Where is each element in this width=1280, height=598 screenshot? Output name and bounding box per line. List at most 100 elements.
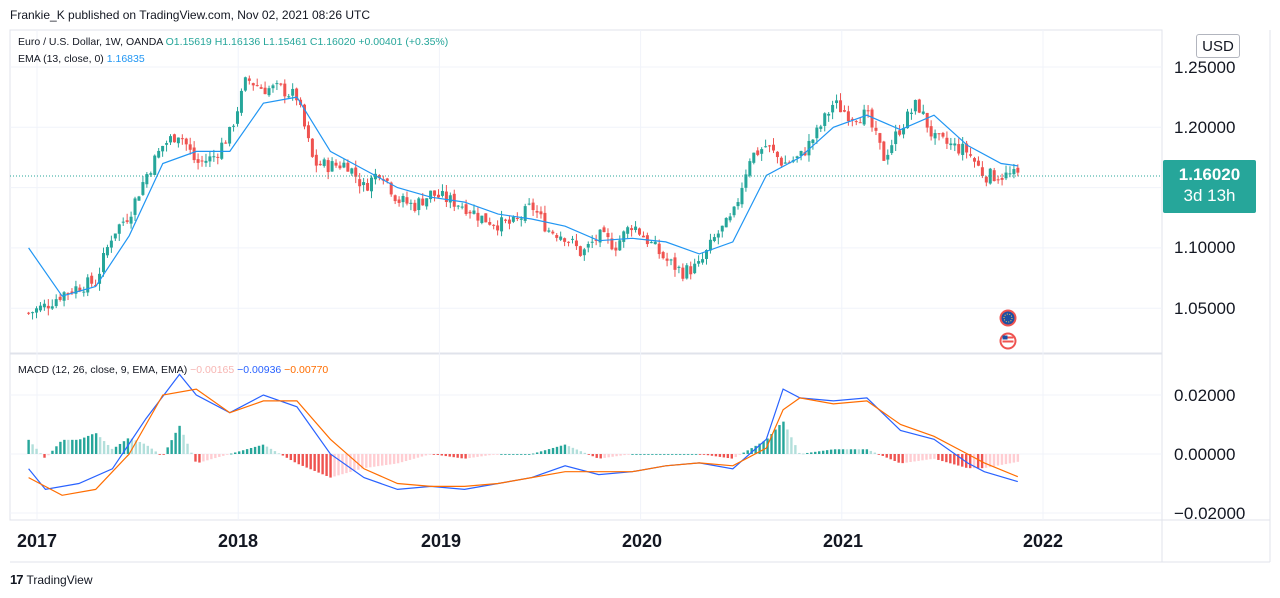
ohlc-low: L1.15461 bbox=[263, 36, 307, 48]
candle-body bbox=[117, 224, 121, 234]
macd-histogram-bar bbox=[31, 444, 34, 454]
candle-body bbox=[251, 83, 255, 86]
macd-tick: 0.02000 bbox=[1174, 386, 1235, 405]
candle-body bbox=[302, 104, 306, 127]
macd-histogram-bar bbox=[297, 454, 300, 465]
candle-body bbox=[795, 156, 799, 159]
event-marker-us[interactable] bbox=[999, 332, 1017, 350]
macd-histogram-bar bbox=[39, 453, 42, 455]
candle-body bbox=[626, 227, 630, 234]
time-axis[interactable]: 2017 2018 2019 2020 2021 2022 bbox=[17, 531, 1063, 551]
symbol-legend[interactable]: Euro / U.S. Dollar, 1W, OANDA O1.15619 H… bbox=[18, 36, 448, 48]
macd-legend[interactable]: MACD (12, 26, close, 9, EMA, EMA) −0.001… bbox=[18, 364, 328, 376]
candle-body bbox=[578, 246, 582, 256]
candle-body bbox=[961, 143, 965, 155]
macd-histogram-bar bbox=[440, 454, 443, 456]
candle-body bbox=[338, 165, 342, 169]
macd-histogram-bar bbox=[825, 450, 829, 454]
macd-histogram-bar bbox=[782, 421, 785, 454]
macd-histogram-bar bbox=[647, 454, 650, 455]
macd-histogram-bar bbox=[702, 454, 706, 455]
candle-body bbox=[121, 221, 125, 223]
macd-histogram-bar bbox=[122, 441, 126, 454]
macd-histogram-bar bbox=[277, 453, 281, 455]
candle-body bbox=[748, 161, 752, 176]
candle-body bbox=[842, 110, 846, 112]
macd-histogram-bar bbox=[110, 448, 114, 454]
candle-body bbox=[208, 156, 212, 162]
candle-body bbox=[827, 113, 831, 116]
candle-body bbox=[326, 160, 330, 173]
ohlc-change: +0.00401 (+0.35%) bbox=[358, 36, 449, 48]
macd-axis[interactable]: 0.02000 0.00000 −0.02000 bbox=[1174, 386, 1245, 523]
price-axis[interactable]: 1.25000 1.20000 1.10000 1.05000 bbox=[1174, 58, 1235, 318]
macd-histogram-bar bbox=[35, 448, 38, 454]
candle-body bbox=[760, 149, 764, 154]
macd-histogram-bar bbox=[71, 439, 74, 454]
candle-body bbox=[421, 198, 425, 206]
ema-legend[interactable]: EMA (13, close, 0) 1.16835 bbox=[18, 53, 145, 65]
event-marker-eu[interactable] bbox=[999, 309, 1017, 327]
macd-histogram-bar bbox=[337, 454, 340, 476]
candle-body bbox=[192, 147, 196, 161]
candle-body bbox=[362, 182, 366, 186]
macd-histogram-bar bbox=[476, 454, 479, 457]
candle-body bbox=[314, 154, 318, 166]
candle-body bbox=[846, 111, 850, 122]
macd-histogram-bar bbox=[770, 434, 773, 454]
macd-histogram-bar bbox=[603, 454, 606, 458]
candle-body bbox=[287, 96, 291, 98]
macd-histogram-bar bbox=[59, 441, 62, 454]
candle-body bbox=[704, 250, 708, 259]
candle-body bbox=[310, 138, 314, 157]
candle-body bbox=[196, 159, 200, 163]
candle-body bbox=[689, 266, 693, 275]
macd-histogram-bar bbox=[448, 454, 451, 457]
last-price-label: 1.16020 3d 13h bbox=[1163, 160, 1256, 213]
candle-body bbox=[634, 226, 638, 230]
candle-body bbox=[74, 286, 78, 294]
macd-histogram-bar bbox=[722, 454, 726, 458]
macd-histogram-bar bbox=[170, 440, 173, 454]
candle-body bbox=[555, 235, 559, 238]
candle-body bbox=[346, 162, 350, 172]
macd-histogram-bar bbox=[289, 454, 293, 461]
macd-histogram-bar bbox=[706, 454, 710, 456]
macd-histogram-bar bbox=[583, 452, 587, 454]
macd-histogram-bar bbox=[663, 454, 666, 455]
macd-histogram-bar bbox=[90, 434, 94, 454]
candle-body bbox=[882, 141, 886, 161]
candle-body bbox=[200, 160, 204, 162]
candle-body bbox=[54, 299, 58, 307]
candle-body bbox=[448, 195, 452, 203]
macd-histogram-bar bbox=[273, 451, 277, 454]
macd-histogram-bar bbox=[674, 454, 678, 455]
candle-body bbox=[125, 220, 129, 222]
candle-body bbox=[870, 109, 874, 128]
candle-body bbox=[401, 195, 405, 203]
candle-body bbox=[894, 131, 898, 145]
candle-body bbox=[247, 78, 251, 81]
footer-brand[interactable]: 17 TradingView bbox=[10, 572, 93, 587]
time-tick: 2019 bbox=[421, 531, 461, 551]
macd-histogram-bar bbox=[726, 454, 730, 459]
macd-histogram-bar bbox=[738, 454, 741, 455]
candle-body bbox=[779, 157, 783, 166]
currency-button[interactable]: USD bbox=[1196, 34, 1240, 58]
candle-body bbox=[488, 222, 492, 225]
macd-histogram-bar bbox=[559, 445, 563, 454]
macd-histogram-bar bbox=[996, 454, 1000, 466]
candle-body bbox=[456, 205, 460, 207]
candle-body bbox=[831, 104, 835, 113]
candle-body bbox=[685, 265, 689, 279]
macd-histogram-bar bbox=[988, 454, 992, 468]
candle-body bbox=[476, 212, 480, 221]
macd-histogram-bar bbox=[877, 454, 881, 455]
candle-body bbox=[515, 217, 519, 219]
candle-body bbox=[838, 100, 842, 113]
macd-histogram-bar bbox=[452, 454, 455, 458]
candle-body bbox=[232, 125, 236, 127]
candle-body bbox=[724, 218, 728, 228]
macd-histogram-bar bbox=[333, 454, 336, 477]
